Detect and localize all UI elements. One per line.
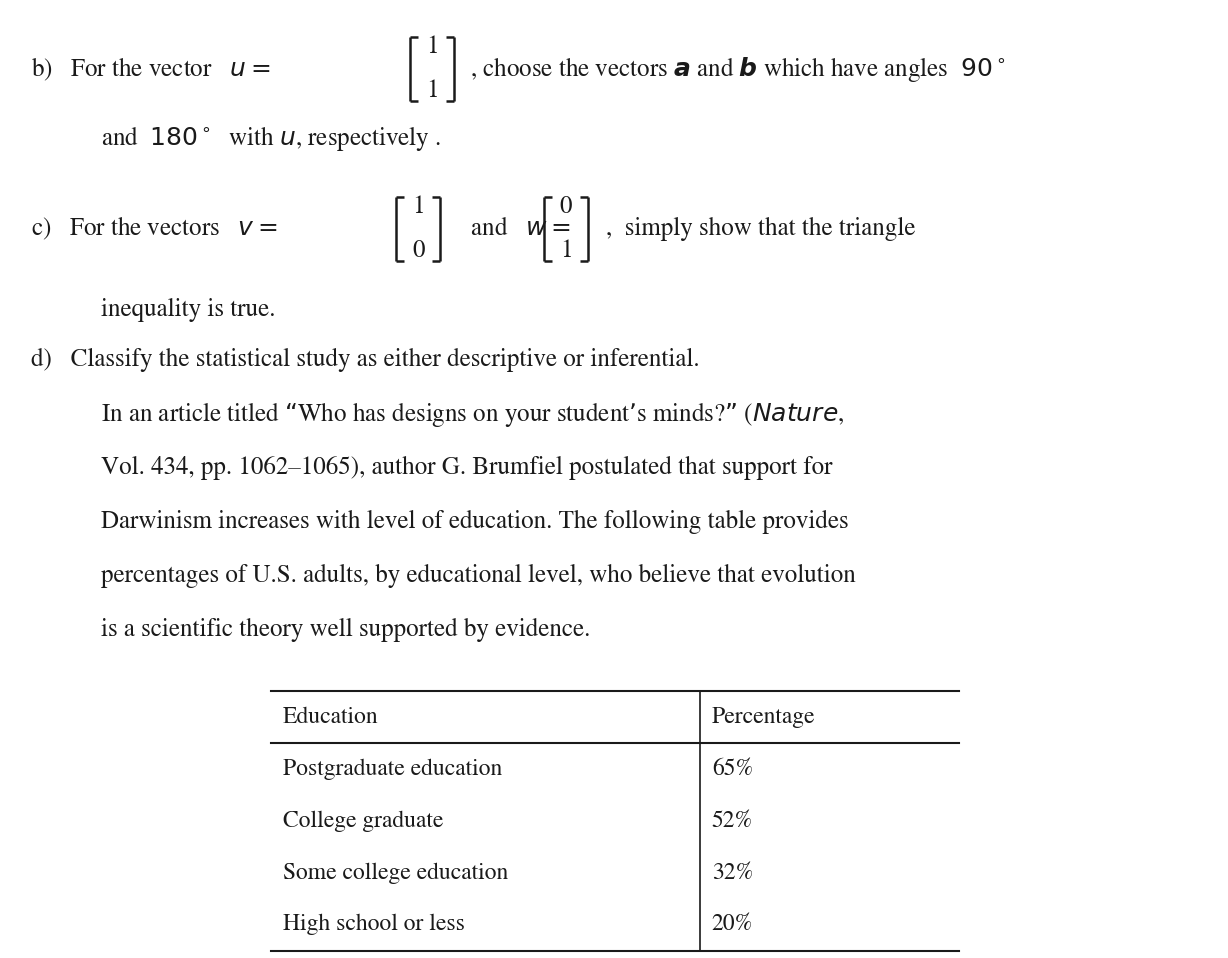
Text: and   $w =$: and $w =$ — [458, 217, 571, 240]
Text: Vol. 434, pp. 1062–1065), author G. Brumfiel postulated that support for: Vol. 434, pp. 1062–1065), author G. Brum… — [101, 456, 833, 480]
Text: percentages of U.S. adults, by educational level, who believe that evolution: percentages of U.S. adults, by education… — [101, 563, 856, 588]
Text: College graduate: College graduate — [282, 810, 443, 832]
Text: High school or less: High school or less — [282, 914, 464, 935]
Text: , choose the vectors $\boldsymbol{a}$ and $\boldsymbol{b}$ which have angles  $9: , choose the vectors $\boldsymbol{a}$ an… — [470, 55, 1006, 83]
Text: inequality is true.: inequality is true. — [101, 299, 275, 323]
Text: 0: 0 — [413, 239, 425, 262]
Text: Education: Education — [282, 707, 378, 728]
Text: Some college education: Some college education — [282, 862, 508, 883]
Text: and  $180^\circ$  with $u$, respectively .: and $180^\circ$ with $u$, respectively . — [101, 125, 441, 153]
Text: Darwinism increases with level of education. The following table provides: Darwinism increases with level of educat… — [101, 510, 849, 534]
Text: 65%: 65% — [712, 759, 753, 780]
Text: 20%: 20% — [712, 914, 753, 935]
Text: 1: 1 — [560, 239, 572, 262]
Text: 0: 0 — [560, 194, 572, 218]
Text: 1: 1 — [426, 35, 438, 59]
Text: 1: 1 — [426, 80, 438, 103]
Text: 52%: 52% — [712, 810, 753, 832]
Text: Percentage: Percentage — [712, 707, 815, 728]
Text: 1: 1 — [413, 194, 425, 218]
Text: ,  simply show that the triangle: , simply show that the triangle — [607, 217, 916, 240]
Text: 32%: 32% — [712, 862, 753, 883]
Text: c)   For the vectors   $v =$: c) For the vectors $v =$ — [32, 216, 278, 242]
Text: d)   Classify the statistical study as either descriptive or inferential.: d) Classify the statistical study as eit… — [32, 349, 700, 373]
Text: is a scientific theory well supported by evidence.: is a scientific theory well supported by… — [101, 618, 591, 642]
Text: In an article titled “Who has designs on your student’s minds?” ($\mathit{Nature: In an article titled “Who has designs on… — [101, 399, 845, 428]
Text: Postgraduate education: Postgraduate education — [282, 759, 502, 780]
Text: b)   For the vector   $u =$: b) For the vector $u =$ — [32, 56, 271, 82]
